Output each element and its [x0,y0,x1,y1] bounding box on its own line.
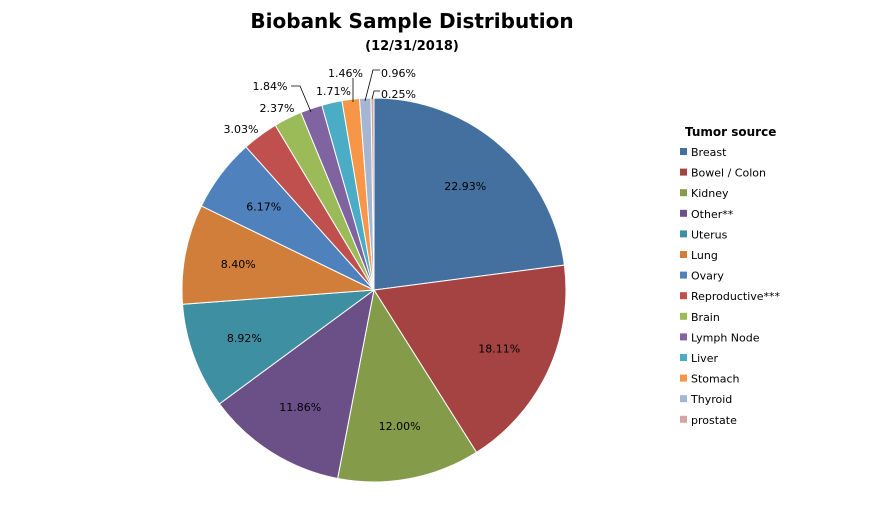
legend-label-stomach: Stomach [691,373,740,386]
data-label-lung: 8.40% [221,258,256,271]
legend-swatch-breast [680,148,687,155]
pie-slice-uterus [181,289,376,405]
leader-lines [291,69,380,113]
legend-swatch-kidney [680,189,687,197]
legend-swatch-stomach [680,374,687,382]
pie-slice-lung [181,205,376,305]
data-label-stomach: 1.46% [328,67,363,80]
data-label-reproductive: 3.03% [224,123,259,136]
data-label-bowel-colon: 18.11% [478,343,520,356]
legend-label-bowel-colon: Bowel / Colon [691,167,766,180]
leader-line-prostate [371,90,380,100]
legend-label-reproductive: Reproductive*** [691,290,781,303]
data-labels: 22.93% 18.11% 12.00% 11.86% 8.92% 8.40% 6.17% 3… [221,67,520,433]
data-label-uterus: 8.92% [227,332,262,345]
legend-swatch-reproductive [680,292,687,300]
legend-swatch-thyroid [680,395,687,403]
data-label-prostate: 0.25% [381,88,416,101]
legend-label-breast: Breast [691,146,727,159]
legend-title: Tumor source [685,125,776,139]
data-label-ovary: 6.17% [246,201,281,214]
legend-label-uterus: Uterus [691,228,728,241]
legend-label-brain: Brain [691,311,720,324]
legend-swatch-ovary [680,271,687,279]
pie-slices [181,97,567,483]
legend-label-thyroid: Thyroid [690,393,732,406]
legend-swatch-liver [680,354,687,361]
legend-swatch-lung [680,251,687,258]
legend-swatch-brain [680,312,687,320]
legend-label-other: Other** [691,208,734,221]
legend-label-kidney: Kidney [691,187,729,200]
legend-swatch-prostate [680,415,687,423]
leader-line-lymph-node [291,85,312,113]
legend-swatch-uterus [680,230,687,238]
leader-line-thyroid [364,69,380,102]
legend-label-prostate: prostate [691,414,737,427]
legend-label-lung: Lung [691,249,718,262]
legend-label-liver: Liver [691,352,718,365]
data-label-thyroid: 0.96% [381,67,416,80]
data-label-kidney: 12.00% [379,420,421,433]
pie-slice-breast [373,97,565,291]
legend-label-ovary: Ovary [691,270,724,283]
chart-title: Biobank Sample Distribution [250,9,573,33]
legend-swatch-lymph-node [680,333,687,341]
legend-swatch-other [680,209,687,217]
data-label-other: 11.86% [279,401,321,414]
legend: Tumor source Breast Bowel / Colon Kidney Ot… [680,125,781,427]
pie-slice-other [218,288,375,480]
pie-slice-bowel-colon [373,264,567,454]
data-label-lymph-node: 1.84% [253,80,288,93]
legend-swatch-bowel-colon [680,168,687,176]
data-label-breast: 22.93% [444,180,486,193]
chart-subtitle: (12/31/2018) [365,39,459,54]
pie-slice-kidney [337,288,478,483]
data-label-brain: 2.37% [260,102,295,115]
legend-label-lymph-node: Lymph Node [691,331,760,344]
data-label-liver: 1.71% [316,85,351,98]
